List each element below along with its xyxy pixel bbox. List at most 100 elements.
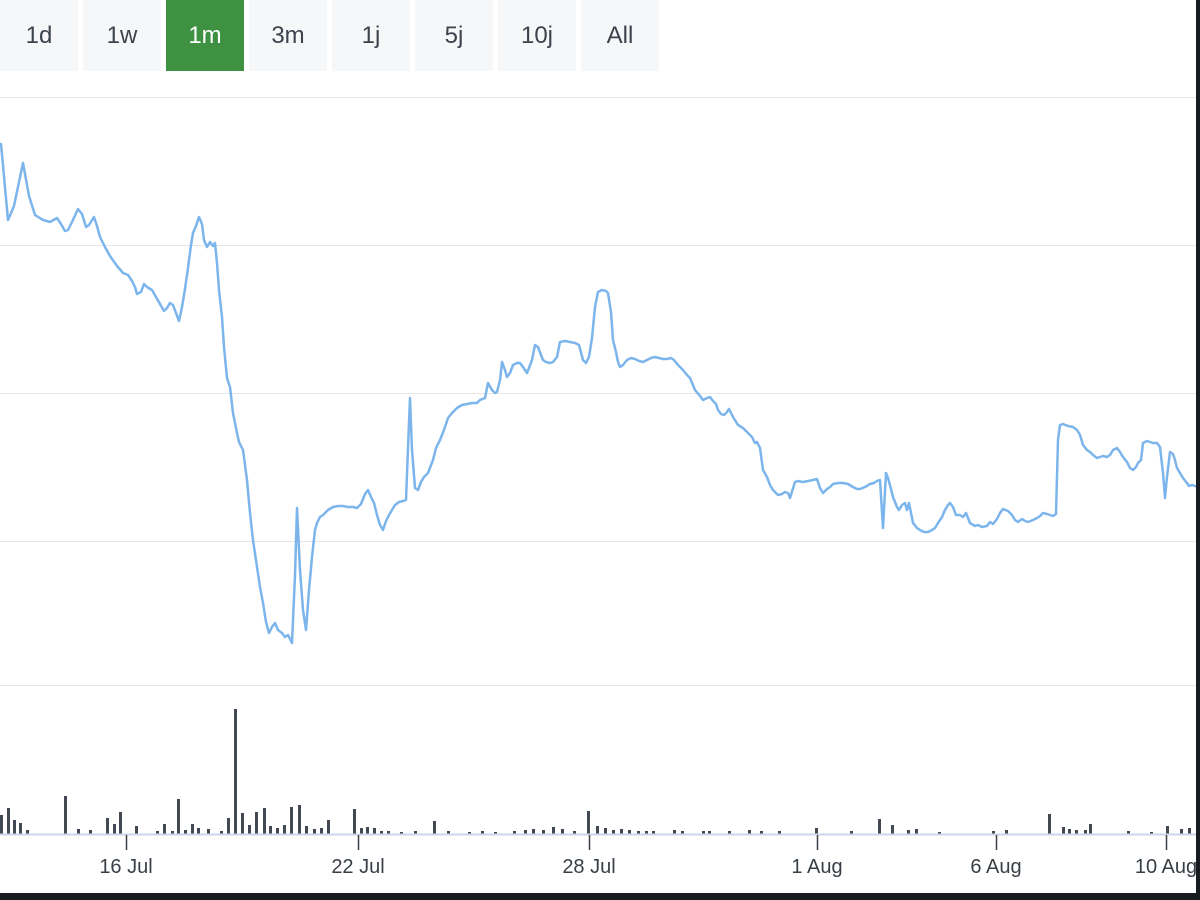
range-button-1w[interactable]: 1w <box>83 0 161 71</box>
range-button-1d[interactable]: 1d <box>0 0 78 71</box>
volume-bar <box>298 805 301 834</box>
volume-bar <box>708 831 711 834</box>
volume-bar <box>64 796 67 834</box>
volume-bar <box>313 829 316 834</box>
volume-bar <box>163 824 166 834</box>
volume-bar <box>353 809 356 834</box>
volume-bar <box>915 829 918 834</box>
volume-bar <box>26 830 29 834</box>
volume-bar <box>612 830 615 834</box>
range-button-10j[interactable]: 10j <box>498 0 576 71</box>
volume-bar <box>561 829 564 834</box>
volume-bar <box>815 828 818 834</box>
volume-bar <box>552 827 555 834</box>
x-axis-label: 22 Jul <box>331 856 384 878</box>
volume-bar <box>276 828 279 834</box>
volume-bar <box>673 830 676 834</box>
volume-bar <box>760 831 763 834</box>
volume-bar <box>220 831 223 834</box>
x-axis-label: 10 Aug <box>1135 856 1197 878</box>
volume-bar <box>171 831 174 834</box>
volume-bar <box>907 830 910 834</box>
volume-bar <box>481 831 484 834</box>
volume-bar <box>573 831 576 834</box>
volume-bar <box>604 828 607 834</box>
range-selector-toolbar: 1d 1w 1m 3m 1j 5j 10j All <box>0 0 659 71</box>
volume-bar <box>513 831 516 834</box>
volume-bar <box>248 825 251 834</box>
volume-bar <box>532 829 535 834</box>
volume-bar <box>992 831 995 834</box>
volume-bar <box>938 832 941 834</box>
volume-bar <box>1075 830 1078 834</box>
volume-bar <box>366 827 369 834</box>
volume-bar <box>748 830 751 834</box>
volume-bar <box>628 830 631 834</box>
volume-bar <box>1127 831 1130 834</box>
x-axis-label: 6 Aug <box>970 856 1021 878</box>
volume-bar <box>89 830 92 834</box>
volume-bar <box>269 826 272 834</box>
volume-bar <box>119 812 122 834</box>
volume-bar <box>380 831 383 834</box>
volume-bar <box>447 831 450 834</box>
bottom-edge-border <box>0 893 1200 900</box>
range-button-3m[interactable]: 3m <box>249 0 327 71</box>
range-button-1m[interactable]: 1m <box>166 0 244 71</box>
volume-bar <box>1180 829 1183 834</box>
volume-bar <box>13 820 16 834</box>
volume-bar <box>207 829 210 834</box>
volume-series <box>0 709 1191 834</box>
x-axis-label: 28 Jul <box>562 856 615 878</box>
volume-bar <box>587 811 590 834</box>
volume-bar <box>1005 830 1008 834</box>
price-line <box>0 142 1200 645</box>
volume-bar <box>360 828 363 834</box>
volume-bar <box>414 831 417 834</box>
volume-bar <box>106 818 109 834</box>
volume-bar <box>1166 826 1169 834</box>
volume-bar <box>177 799 180 834</box>
volume-bar <box>1150 832 1153 834</box>
volume-bar <box>184 830 187 834</box>
volume-bar <box>637 831 640 834</box>
volume-bar <box>1089 824 1092 834</box>
volume-bar <box>290 807 293 834</box>
x-axis-label: 1 Aug <box>791 856 842 878</box>
volume-bar <box>135 826 138 834</box>
volume-bar <box>320 828 323 834</box>
volume-bar <box>778 831 781 834</box>
volume-bar <box>1062 827 1065 834</box>
volume-bar <box>433 821 436 834</box>
volume-bar <box>494 832 497 834</box>
volume-bar <box>373 828 376 834</box>
volume-bar <box>652 831 655 834</box>
volume-bar <box>524 830 527 834</box>
right-edge-border <box>1196 0 1200 900</box>
volume-bar <box>542 830 545 834</box>
range-button-all[interactable]: All <box>581 0 659 71</box>
volume-bar <box>387 831 390 834</box>
volume-bar <box>878 819 881 834</box>
volume-bar <box>283 825 286 834</box>
range-button-1j[interactable]: 1j <box>332 0 410 71</box>
volume-bar <box>156 831 159 834</box>
volume-bar <box>113 824 116 834</box>
volume-bar <box>850 831 853 834</box>
volume-bar <box>191 824 194 834</box>
volume-bar <box>305 826 308 834</box>
volume-bar <box>1084 830 1087 834</box>
volume-bar <box>234 709 237 834</box>
volume-bar <box>702 831 705 834</box>
volume-bar <box>1048 814 1051 834</box>
volume-bar <box>645 831 648 834</box>
volume-bar <box>1188 828 1191 834</box>
volume-bar <box>327 820 330 834</box>
volume-bar <box>728 831 731 834</box>
volume-bar <box>197 828 200 834</box>
volume-bar <box>263 808 266 834</box>
volume-bar <box>19 823 22 834</box>
range-button-5j[interactable]: 5j <box>415 0 493 71</box>
